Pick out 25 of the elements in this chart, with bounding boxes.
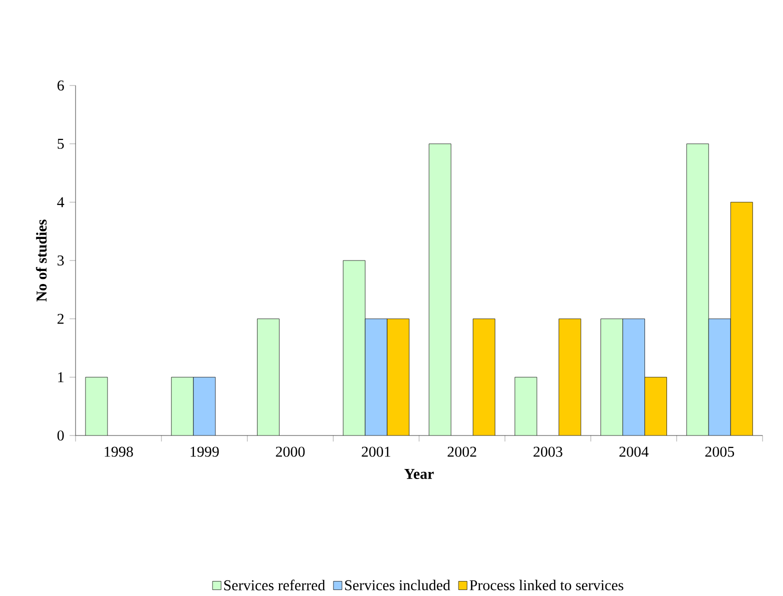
- legend-label: Services included: [345, 580, 450, 590]
- y-tick-label: 4: [57, 196, 64, 207]
- x-axis-title: Year: [404, 468, 434, 479]
- x-tick-label: 2001: [362, 446, 390, 457]
- bar: [558, 318, 581, 436]
- bar: [473, 318, 496, 436]
- y-tick-label: 5: [58, 138, 64, 149]
- x-tick-label: 1998: [104, 446, 133, 457]
- x-tick-label: 2004: [619, 446, 649, 457]
- y-tick-label: 3: [58, 255, 64, 266]
- y-tick-label: 2: [58, 314, 64, 324]
- y-tick-label: 0: [57, 430, 64, 440]
- y-tick-label: 6: [58, 80, 64, 90]
- y-tick-label: 1: [58, 372, 64, 382]
- legend-label: Services referred: [224, 579, 326, 590]
- x-tick-label: 2002: [448, 446, 476, 457]
- x-tick-label: 2000: [276, 446, 305, 457]
- bar: [387, 318, 410, 436]
- x-tick-label: 2005: [705, 446, 734, 457]
- bar: [644, 376, 667, 436]
- legend-label: Process linked to services: [470, 580, 624, 590]
- bar: [730, 202, 753, 436]
- x-tick-label: 1999: [190, 446, 219, 457]
- x-tick-label: 2003: [534, 446, 562, 457]
- y-axis-title: No of studies: [36, 219, 47, 302]
